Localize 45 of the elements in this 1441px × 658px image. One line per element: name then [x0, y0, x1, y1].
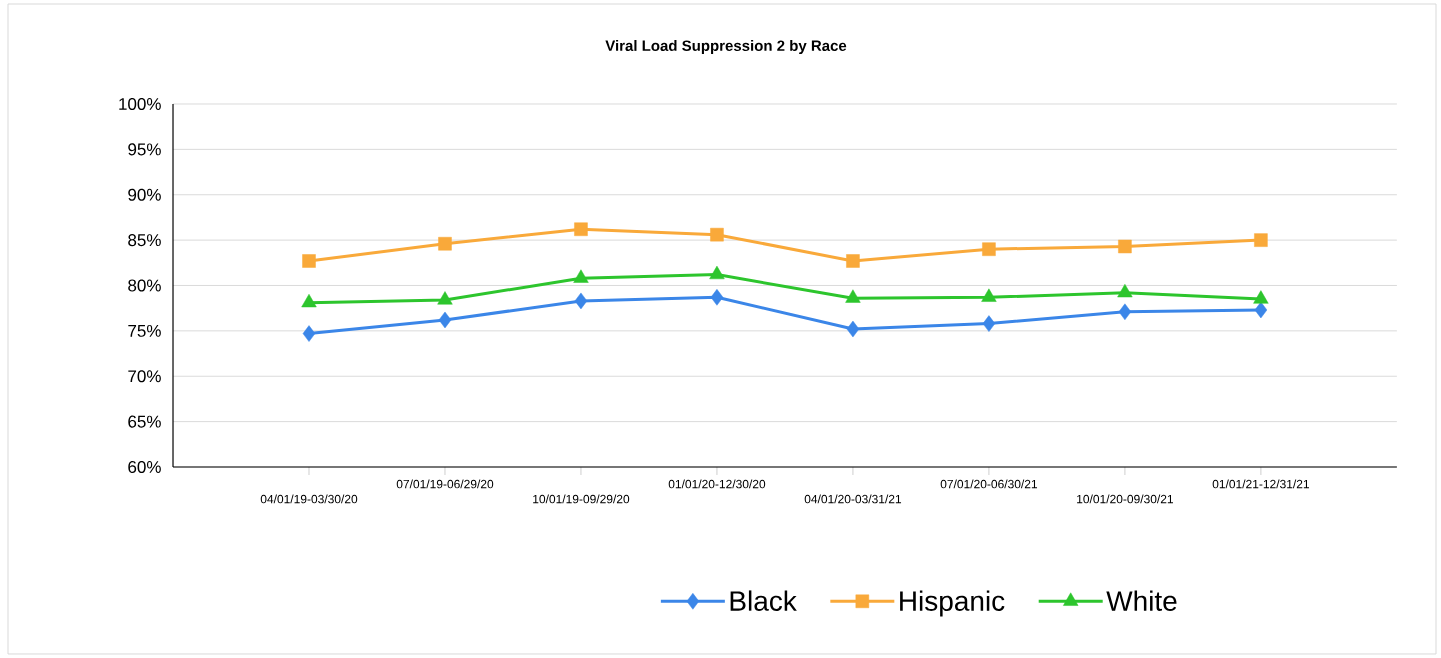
point	[846, 254, 860, 268]
y-tick-label: 70%	[128, 370, 161, 383]
y-tick-label: 75%	[128, 324, 161, 337]
x-tick-label: 04/01/20-03/31/21	[804, 494, 902, 504]
x-tick-label: 10/01/19-09/29/20	[533, 494, 630, 504]
point	[982, 242, 996, 256]
point	[302, 325, 316, 342]
x-tick-label: 10/01/20-09/30/21	[1077, 494, 1174, 504]
y-tick-label: 80%	[128, 279, 161, 292]
y-tick-label: 85%	[128, 234, 161, 247]
point	[574, 222, 588, 236]
point	[1254, 301, 1268, 319]
point	[846, 320, 860, 338]
point	[845, 289, 861, 303]
x-tick-label: 04/01/19-03/30/20	[260, 494, 358, 504]
y-tick-label: 95%	[128, 143, 161, 156]
point	[1118, 239, 1132, 254]
point	[437, 291, 453, 305]
x-tick-label: 01/01/21-12/31/21	[1212, 479, 1309, 489]
point	[710, 289, 724, 306]
point	[981, 288, 997, 302]
point	[982, 315, 996, 332]
point	[302, 254, 316, 268]
x-tick-label: 07/01/19-06/29/20	[396, 479, 494, 489]
legend-label: White	[1106, 590, 1177, 611]
y-tick-label: 100%	[119, 97, 161, 111]
legend-label: Hispanic	[900, 590, 1005, 617]
legend-label: Black	[730, 590, 797, 611]
point	[574, 292, 588, 310]
x-tick-label: 01/01/20-12/30/20	[668, 479, 766, 489]
point	[301, 293, 317, 308]
point	[1253, 290, 1269, 304]
y-tick-label: 65%	[128, 415, 161, 428]
point	[709, 265, 725, 280]
point	[710, 227, 724, 242]
point	[573, 269, 589, 283]
point	[1118, 303, 1132, 321]
point	[438, 237, 452, 251]
x-tick-label: 07/01/20-06/30/21	[940, 479, 1038, 489]
point	[1117, 284, 1133, 298]
y-tick-label: 60%	[128, 460, 161, 474]
y-tick-label: 90%	[128, 188, 161, 201]
point	[438, 311, 452, 329]
point	[1254, 233, 1268, 247]
chart-title: Viral Load Suppression 2 by Race	[605, 40, 847, 54]
